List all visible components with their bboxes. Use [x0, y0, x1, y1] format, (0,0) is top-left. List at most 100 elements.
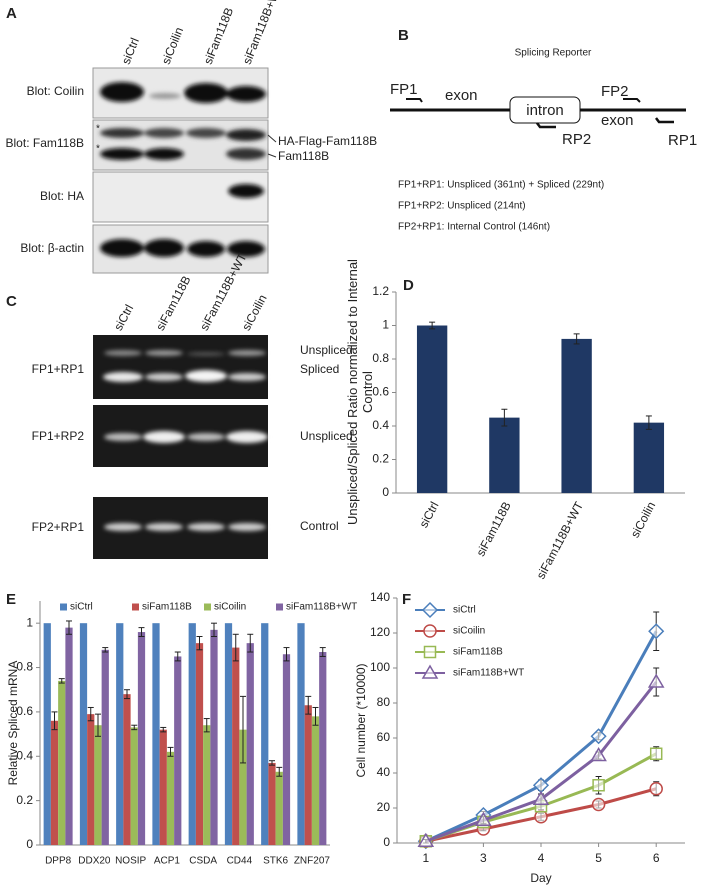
band: [104, 523, 142, 531]
y-tick-label: 0: [26, 837, 33, 851]
y-tick-label: 100: [370, 660, 390, 674]
y-tick-label: 1.2: [372, 284, 389, 298]
y-tick-label: 0.2: [372, 452, 389, 466]
marker: [590, 728, 607, 745]
y-tick-label: 80: [377, 695, 391, 709]
bar: [210, 629, 218, 845]
band-label: Unspliced: [300, 343, 353, 357]
band: [187, 352, 225, 356]
legend-swatch: [132, 603, 139, 611]
lane-label: siCtrl: [111, 302, 136, 333]
bar: [304, 705, 312, 845]
band: [145, 523, 183, 531]
blot-lane-labels: siCtrl siCoilin siFam118B siFam118B+WT: [119, 0, 285, 66]
y-tick-label: 0: [383, 835, 390, 849]
marker: [591, 797, 606, 812]
intron-box: [509, 96, 581, 124]
band: [144, 148, 184, 160]
y-tick-label: 120: [370, 625, 390, 639]
legend-label: siCtrl: [453, 605, 476, 616]
x-axis-label: Day: [530, 871, 551, 885]
x-tick-label: 4: [538, 851, 545, 865]
bar: [297, 623, 305, 845]
bar: [188, 623, 196, 845]
marker: [532, 790, 550, 805]
gel-label: FP1+RP2: [32, 429, 85, 443]
x-tick-label: CD44: [227, 856, 253, 867]
blot: [92, 119, 269, 171]
band: [100, 148, 144, 160]
gel-label: FP1+RP1: [32, 362, 85, 376]
x-tick-label: 1: [422, 851, 429, 865]
bar: [123, 694, 131, 845]
panel-label: F: [402, 591, 411, 608]
primer-arrow: [655, 117, 674, 124]
y-tick-label: 0.8: [372, 351, 389, 365]
bar: [633, 422, 665, 493]
y-axis-label: Unspliced/Spliced Ratio normalized to In…: [345, 259, 375, 525]
legend-label: siCtrl: [70, 602, 93, 613]
y-tick-label: 0.4: [16, 748, 33, 762]
y-tick-label: 60: [377, 730, 391, 744]
marker: [592, 779, 605, 792]
marker: [421, 664, 439, 679]
band: [103, 372, 143, 382]
y-axis-label: Relative Spliced mRNA: [6, 661, 20, 786]
primer-label: FP2: [601, 83, 629, 100]
band: [228, 184, 264, 198]
x-tick-label: DPP8: [45, 856, 72, 867]
bar: [239, 729, 247, 845]
blot-panels: [92, 67, 269, 274]
bar: [101, 649, 109, 845]
marker: [417, 832, 435, 847]
legend-label: siFam118B: [453, 647, 503, 658]
band: [145, 373, 183, 381]
marker: [423, 645, 437, 659]
intron-label: intron: [526, 102, 564, 119]
band: [184, 83, 228, 103]
band: [104, 350, 142, 356]
bar: [50, 720, 59, 845]
x-tick-label: CSDA: [189, 856, 217, 867]
marker: [423, 624, 437, 638]
y-tick-label: 0.2: [16, 793, 33, 807]
bar: [152, 623, 160, 845]
legend-swatch: [276, 603, 283, 611]
bar: [416, 325, 448, 493]
band: [226, 129, 266, 141]
band: [228, 350, 266, 356]
band: [145, 350, 183, 356]
x-tick-label: STK6: [263, 856, 288, 867]
x-tick-label: ACP1: [154, 856, 181, 867]
y-tick-label: 40: [377, 765, 391, 779]
band: [187, 433, 225, 441]
lane-label: siCoilin: [239, 292, 270, 333]
band: [100, 239, 144, 257]
bar: [174, 656, 182, 845]
band: [100, 128, 144, 138]
y-tick-label: 1: [382, 318, 389, 332]
band: [226, 86, 266, 102]
marker: [534, 810, 548, 824]
band: [144, 128, 184, 138]
marker: [421, 601, 439, 619]
y-tick-label: 0: [382, 485, 389, 499]
legend-label: siFam118B+WT: [286, 602, 357, 613]
x-tick-label: ZNF207: [294, 856, 331, 867]
bar: [311, 716, 320, 845]
band: [227, 241, 265, 257]
panel-label: D: [403, 277, 414, 294]
y-axis-label: Cell number (*10000): [354, 663, 368, 777]
bar: [224, 623, 233, 845]
blot-label: Blot: Coilin: [27, 84, 84, 98]
panel-label: C: [6, 293, 17, 310]
y-tick-label: 20: [377, 800, 391, 814]
bar: [166, 751, 175, 845]
blot-label: Blot: HA: [40, 189, 84, 203]
y-tick-label: 0.6: [16, 704, 33, 718]
bar: [79, 623, 88, 845]
band-pointer: [267, 153, 277, 158]
band: [226, 148, 266, 160]
legend-swatch: [204, 603, 211, 611]
